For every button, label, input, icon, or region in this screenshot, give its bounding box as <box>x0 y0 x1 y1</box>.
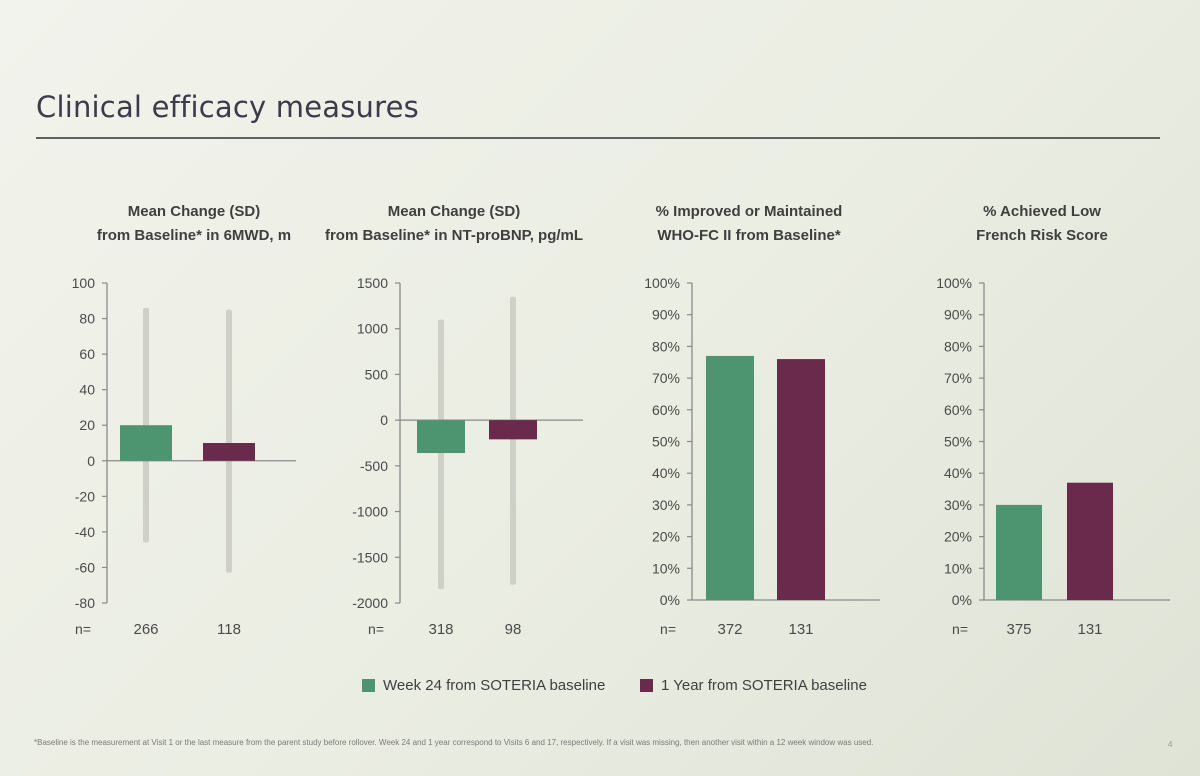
chart-1-y-tick-label: 60 <box>79 346 95 362</box>
legend-label-year1: 1 Year from SOTERIA baseline <box>661 677 867 694</box>
chart-1-bar-1 <box>120 425 172 461</box>
chart-1-title-line-1: Mean Change (SD) <box>127 203 261 220</box>
chart-4-y-tick-label: 60% <box>944 402 972 418</box>
legend-label-week24: Week 24 from SOTERIA baseline <box>383 677 606 694</box>
chart-2-title: Mean Change (SD) from Baseline* in NT-pr… <box>304 200 604 248</box>
chart-3-y-tick-label: 40% <box>652 465 680 481</box>
legend-swatch-week24 <box>362 679 375 692</box>
chart-4-y-tick-label: 50% <box>944 434 972 450</box>
chart-3-y-tick-label: 70% <box>652 370 680 386</box>
chart-3-title: % Improved or Maintained WHO-FC II from … <box>599 200 899 248</box>
legend-item-year1: 1 Year from SOTERIA baseline <box>640 677 867 694</box>
chart-4-y-tick-label: 20% <box>944 529 972 545</box>
chart-2-sd-bar-1 <box>438 319 444 590</box>
chart-1-n-value-2: 118 <box>217 621 241 638</box>
chart-2-y-tick-label: -2000 <box>352 595 388 611</box>
chart-2-title-line-2: from Baseline* in NT-proBNP, pg/mL <box>324 227 584 244</box>
chart-4-y-tick-label: 0% <box>952 592 972 608</box>
chart-2-n-label: n= <box>368 621 384 637</box>
chart-2-bar-2 <box>489 420 537 440</box>
chart-2-y-tick-label: -500 <box>360 458 388 474</box>
footnote: *Baseline is the measurement at Visit 1 … <box>34 738 874 747</box>
chart-3-y-tick-label: 100% <box>644 275 680 291</box>
chart-2-y-tick-label: 0 <box>380 412 388 428</box>
chart-4-n-label: n= <box>952 621 968 637</box>
chart-1-y-tick-label: -60 <box>75 559 95 575</box>
chart-2-y-tick-label: 1000 <box>357 321 388 337</box>
chart-4-y-tick-label: 70% <box>944 370 972 386</box>
chart-2-title-line-1: Mean Change (SD) <box>387 203 521 220</box>
chart-4-n-value-2: 131 <box>1077 621 1102 638</box>
chart-1-y-tick-label: 100 <box>72 275 96 291</box>
chart-4-title: % Achieved Low French Risk Score <box>892 200 1192 248</box>
chart-1-title: Mean Change (SD) from Baseline* in 6MWD,… <box>44 200 344 248</box>
chart-1-y-tick-label: 0 <box>87 453 95 469</box>
legend-item-week24: Week 24 from SOTERIA baseline <box>362 677 605 694</box>
chart-1-y-tick-label: -40 <box>75 524 95 540</box>
chart-1-y-tick-label: -80 <box>75 595 95 611</box>
chart-3-y-tick-label: 50% <box>652 434 680 450</box>
legend-swatch-year1 <box>640 679 653 692</box>
chart-3-y-tick-label: 80% <box>652 338 680 354</box>
chart-1-n-label: n= <box>75 621 91 637</box>
chart-4-title-line-1: % Achieved Low <box>983 203 1101 220</box>
chart-1-y-tick-label: 80 <box>79 311 95 327</box>
chart-2-n-value-1: 318 <box>428 621 453 638</box>
chart-3-y-tick-label: 10% <box>652 560 680 576</box>
chart-2-sd-bar-2 <box>510 296 516 585</box>
chart-3-title-line-1: % Improved or Maintained <box>655 203 843 220</box>
chart-3-bar-1 <box>706 355 754 600</box>
chart-3-title-line-2: WHO-FC II from Baseline* <box>657 227 841 244</box>
chart-4-y-tick-label: 30% <box>944 497 972 513</box>
chart-4-y-tick-label: 10% <box>944 560 972 576</box>
chart-3-y-tick-label: 60% <box>652 402 680 418</box>
chart-3-y-tick-label: 20% <box>652 529 680 545</box>
chart-4-n-value-1: 375 <box>1006 621 1031 638</box>
chart-3-y-tick-label: 0% <box>660 592 680 608</box>
chart-4-y-tick-label: 80% <box>944 338 972 354</box>
chart-1-n-value-1: 266 <box>133 621 158 638</box>
chart-1-sd-bar-2 <box>226 309 232 573</box>
chart-4-y-tick-label: 90% <box>944 307 972 323</box>
page-number: 4 <box>1168 740 1173 749</box>
chart-4-bar-2 <box>1067 482 1113 600</box>
chart-2-y-tick-label: -1000 <box>352 504 388 520</box>
chart-3-bar-2 <box>777 359 825 600</box>
chart-2-y-tick-label: 500 <box>365 366 389 382</box>
title-divider <box>36 137 1160 139</box>
chart-2-n-value-2: 98 <box>505 621 522 638</box>
chart-1-title-line-2: from Baseline* in 6MWD, m <box>96 227 292 244</box>
chart-3-n-value-2: 131 <box>788 621 813 638</box>
chart-1-bar-2 <box>203 443 255 461</box>
chart-1-y-tick-label: -20 <box>75 488 95 504</box>
chart-3-n-value-1: 372 <box>717 621 742 638</box>
chart-2-y-tick-label: -1500 <box>352 549 388 565</box>
chart-3-y-tick-label: 90% <box>652 307 680 323</box>
chart-1-y-tick-label: 40 <box>79 382 95 398</box>
chart-3-y-tick-label: 30% <box>652 497 680 513</box>
chart-4-y-tick-label: 40% <box>944 465 972 481</box>
chart-4-title-line-2: French Risk Score <box>976 227 1108 244</box>
slide-title: Clinical efficacy measures <box>36 90 419 124</box>
chart-3-n-label: n= <box>660 621 676 637</box>
chart-4-bar-1 <box>996 504 1042 600</box>
chart-4-y-tick-label: 100% <box>936 275 972 291</box>
chart-1-y-tick-label: 20 <box>79 417 95 433</box>
chart-2-bar-1 <box>417 420 465 454</box>
chart-2-y-tick-label: 1500 <box>357 275 388 291</box>
